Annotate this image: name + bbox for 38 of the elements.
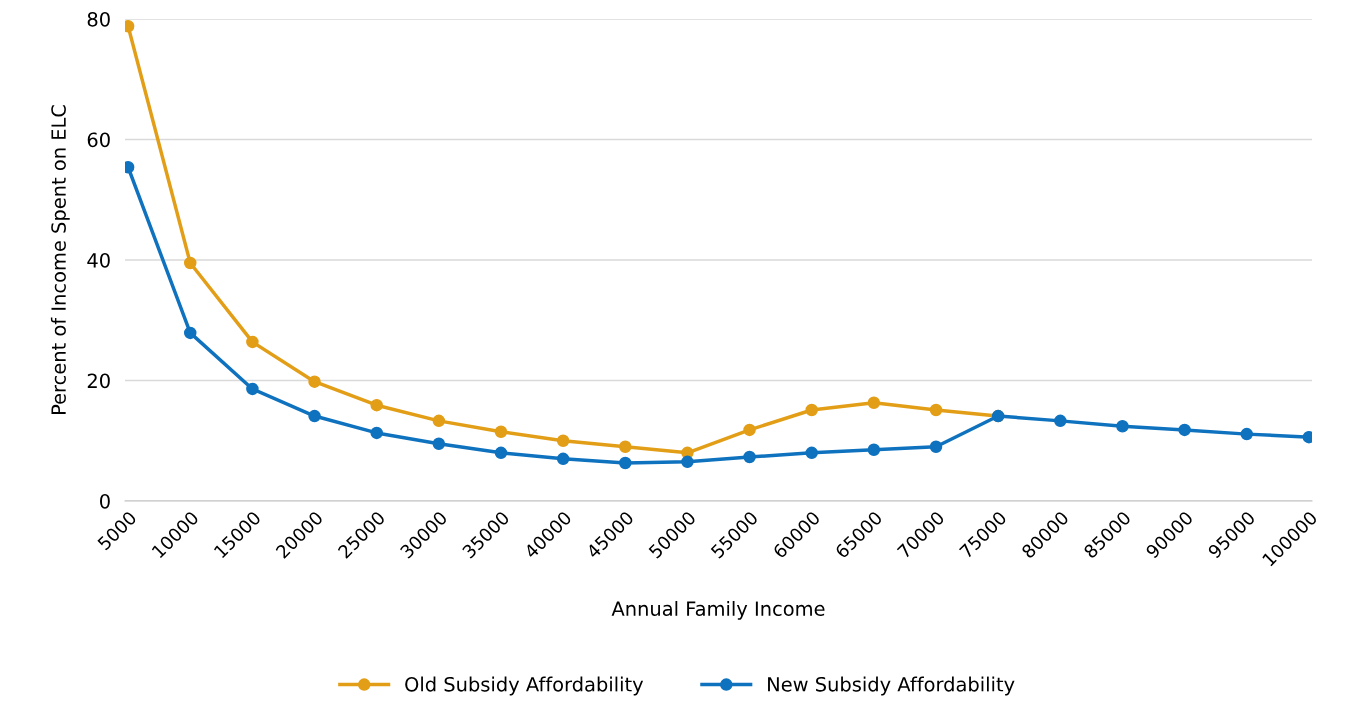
point [556,452,570,466]
point [1240,427,1253,441]
point [619,456,632,470]
point [184,326,197,340]
y-tick-label: 20 [87,373,110,389]
point [743,450,756,464]
point [370,398,383,412]
point [805,403,818,417]
point [929,403,943,417]
point [246,335,259,349]
point [743,423,756,437]
point [494,446,508,460]
point [432,414,446,428]
point [308,409,321,423]
legend-label: Old Subsidy Affordability [405,676,644,696]
x-axis-title: Annual Family Income [611,600,825,620]
y-axis-title: Percent of Income Spent on ELC [50,105,70,415]
point [867,396,881,410]
point [556,434,570,448]
point [805,446,818,460]
point [867,443,881,457]
legend-label: New Subsidy Affordability [768,676,1015,696]
point [1054,414,1067,428]
y-tick-label: 40 [87,252,110,268]
point [246,382,259,396]
point [494,425,508,438]
y-tick-label: 60 [87,132,110,148]
point [370,426,383,440]
point [1116,420,1129,433]
y-tick-label: 0 [100,493,110,509]
point [619,440,632,454]
point [1178,423,1191,437]
y-tick-label: 80 [87,11,110,27]
point [681,455,694,469]
point [432,437,446,451]
point [308,375,321,388]
point [929,440,943,454]
point [184,256,197,270]
